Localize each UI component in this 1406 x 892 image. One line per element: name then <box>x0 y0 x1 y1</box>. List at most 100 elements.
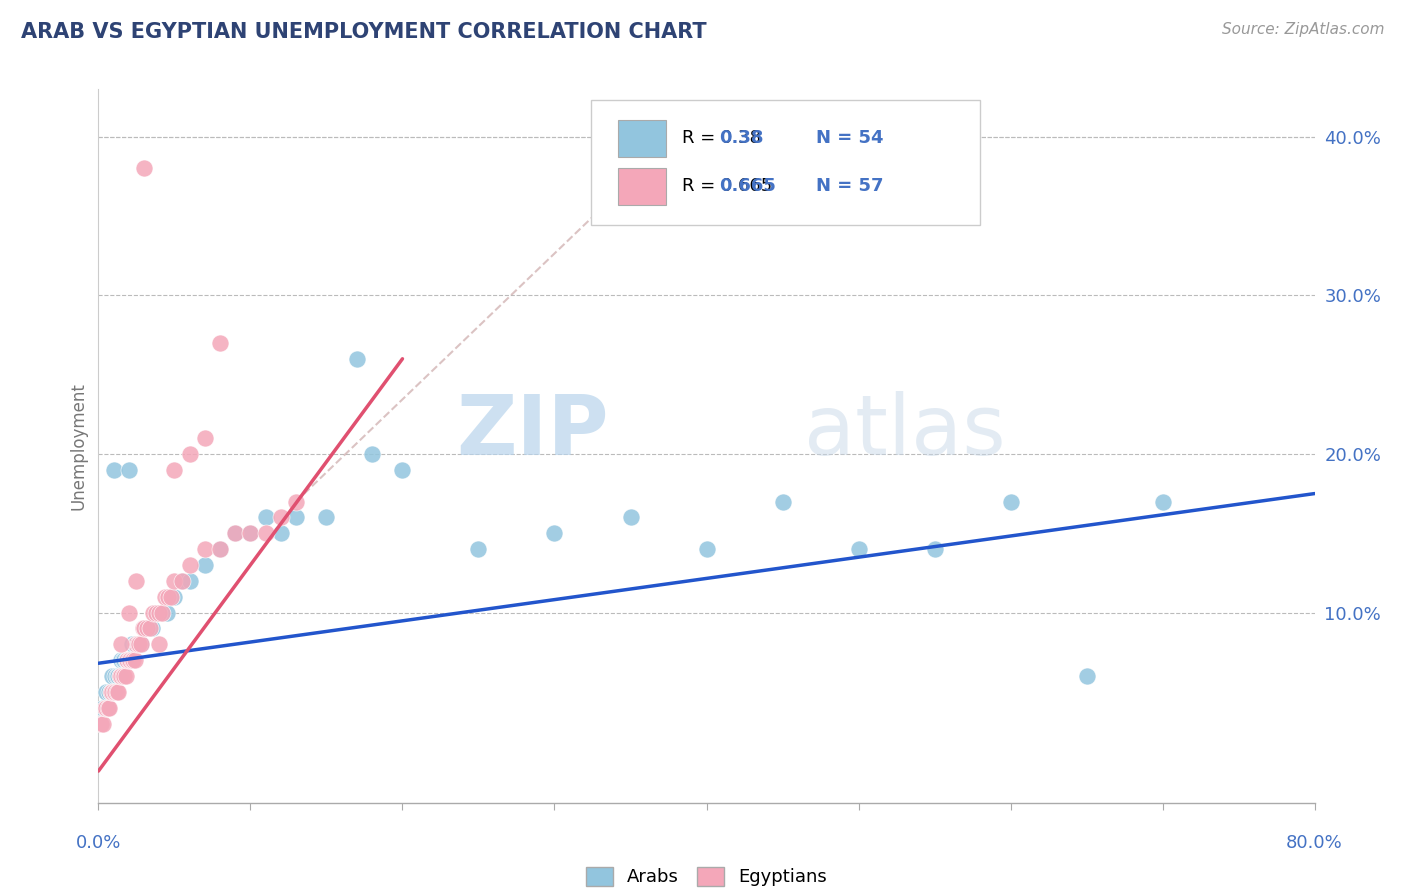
Text: ARAB VS EGYPTIAN UNEMPLOYMENT CORRELATION CHART: ARAB VS EGYPTIAN UNEMPLOYMENT CORRELATIO… <box>21 22 707 42</box>
Point <box>239 526 262 541</box>
Point <box>179 558 201 572</box>
Point <box>110 653 132 667</box>
Point <box>124 637 146 651</box>
Point <box>105 669 128 683</box>
Point <box>391 463 413 477</box>
Point <box>121 653 143 667</box>
Point <box>142 606 165 620</box>
Point <box>209 542 232 557</box>
Point <box>111 653 134 667</box>
Point <box>120 653 142 667</box>
Point <box>121 637 143 651</box>
Point <box>139 621 162 635</box>
Point <box>129 637 152 651</box>
Point <box>107 669 129 683</box>
Point <box>132 621 155 635</box>
Point <box>127 637 149 651</box>
Point <box>114 669 136 683</box>
Point <box>239 526 262 541</box>
Point <box>98 685 121 699</box>
Point <box>132 621 155 635</box>
Y-axis label: Unemployment: Unemployment <box>69 382 87 510</box>
Point <box>170 574 193 588</box>
Point <box>110 669 132 683</box>
Point <box>101 685 124 699</box>
Point <box>124 653 146 667</box>
Text: 0.0%: 0.0% <box>76 834 121 852</box>
Text: N = 54: N = 54 <box>815 129 883 147</box>
Point <box>107 685 129 699</box>
Point <box>157 590 180 604</box>
Point <box>209 335 232 350</box>
Point <box>224 526 246 541</box>
Text: R = 0.38: R = 0.38 <box>682 129 761 147</box>
Text: atlas: atlas <box>804 392 1005 472</box>
Point <box>117 653 139 667</box>
Point <box>1076 669 1098 683</box>
Point <box>136 621 159 635</box>
Point <box>160 590 183 604</box>
Point <box>91 716 114 731</box>
FancyBboxPatch shape <box>591 100 980 225</box>
Point <box>285 510 308 524</box>
Point <box>122 653 145 667</box>
Text: Source: ZipAtlas.com: Source: ZipAtlas.com <box>1222 22 1385 37</box>
Point <box>361 447 384 461</box>
Point <box>127 637 149 651</box>
Point <box>467 542 489 557</box>
Legend: Arabs, Egyptians: Arabs, Egyptians <box>578 860 835 892</box>
Text: N = 57: N = 57 <box>815 178 883 195</box>
Point <box>254 526 277 541</box>
Point <box>346 351 368 366</box>
Point <box>91 700 114 714</box>
Point <box>150 606 173 620</box>
Point <box>111 669 134 683</box>
Point <box>163 574 186 588</box>
Point <box>254 510 277 524</box>
Point <box>104 669 127 683</box>
Point <box>101 669 124 683</box>
Point <box>94 700 117 714</box>
Point <box>112 653 135 667</box>
Point <box>141 621 163 635</box>
Point <box>209 542 232 557</box>
Point <box>94 685 117 699</box>
Point <box>148 606 170 620</box>
Point <box>118 463 141 477</box>
Point <box>112 669 135 683</box>
Text: R = 0.665: R = 0.665 <box>682 178 772 195</box>
Point <box>543 526 565 541</box>
Point <box>96 700 118 714</box>
Point <box>1000 494 1022 508</box>
Point <box>131 621 153 635</box>
Point <box>772 494 794 508</box>
Point <box>156 606 179 620</box>
Point <box>125 574 148 588</box>
Point <box>163 590 186 604</box>
Point <box>104 685 127 699</box>
Point <box>132 161 155 176</box>
Text: 0.665: 0.665 <box>718 178 776 195</box>
Point <box>270 510 292 524</box>
Point <box>98 700 121 714</box>
Point <box>179 447 201 461</box>
Point <box>619 510 641 524</box>
Point <box>148 606 170 620</box>
Point <box>132 621 155 635</box>
Bar <box>617 120 666 157</box>
Bar <box>617 168 666 205</box>
Point <box>93 700 115 714</box>
Point <box>118 653 141 667</box>
Point <box>194 431 217 445</box>
Point <box>270 526 292 541</box>
Point <box>103 685 125 699</box>
Point <box>315 510 337 524</box>
Text: 0.38: 0.38 <box>718 129 763 147</box>
Point <box>118 606 141 620</box>
Point <box>117 653 139 667</box>
Point <box>145 606 167 620</box>
Point <box>129 637 152 651</box>
Point <box>194 558 217 572</box>
Point <box>128 637 150 651</box>
Point <box>848 542 870 557</box>
